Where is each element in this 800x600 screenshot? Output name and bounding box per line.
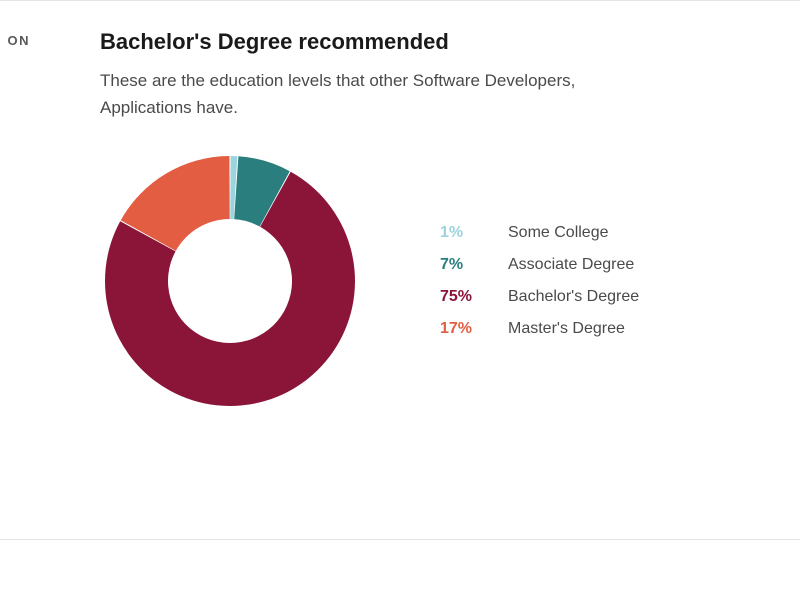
legend-item: 75% Bachelor's Degree [440, 288, 639, 306]
chart-legend: 1% Some College 7% Associate Degree 75% Bache… [440, 224, 639, 338]
chart-subtitle: These are the education levels that othe… [100, 67, 660, 121]
legend-percent: 17% [440, 320, 484, 338]
legend-label: Bachelor's Degree [508, 288, 639, 306]
content-region: ON Bachelor's Degree recommended These a… [0, 1, 800, 539]
legend-item: 7% Associate Degree [440, 256, 639, 274]
legend-percent: 75% [440, 288, 484, 306]
divider-bottom [0, 539, 800, 540]
legend-label: Master's Degree [508, 320, 625, 338]
legend-item: 17% Master's Degree [440, 320, 639, 338]
section-label: ON [0, 1, 30, 539]
chart-title: Bachelor's Degree recommended [100, 29, 760, 55]
chart-row: 1% Some College 7% Associate Degree 75% Bache… [100, 151, 760, 411]
donut-svg [100, 151, 360, 411]
legend-percent: 1% [440, 224, 484, 242]
legend-item: 1% Some College [440, 224, 639, 242]
legend-label: Associate Degree [508, 256, 634, 274]
legend-label: Some College [508, 224, 609, 242]
main-column: Bachelor's Degree recommended These are … [30, 1, 800, 539]
legend-percent: 7% [440, 256, 484, 274]
donut-chart [100, 151, 360, 411]
